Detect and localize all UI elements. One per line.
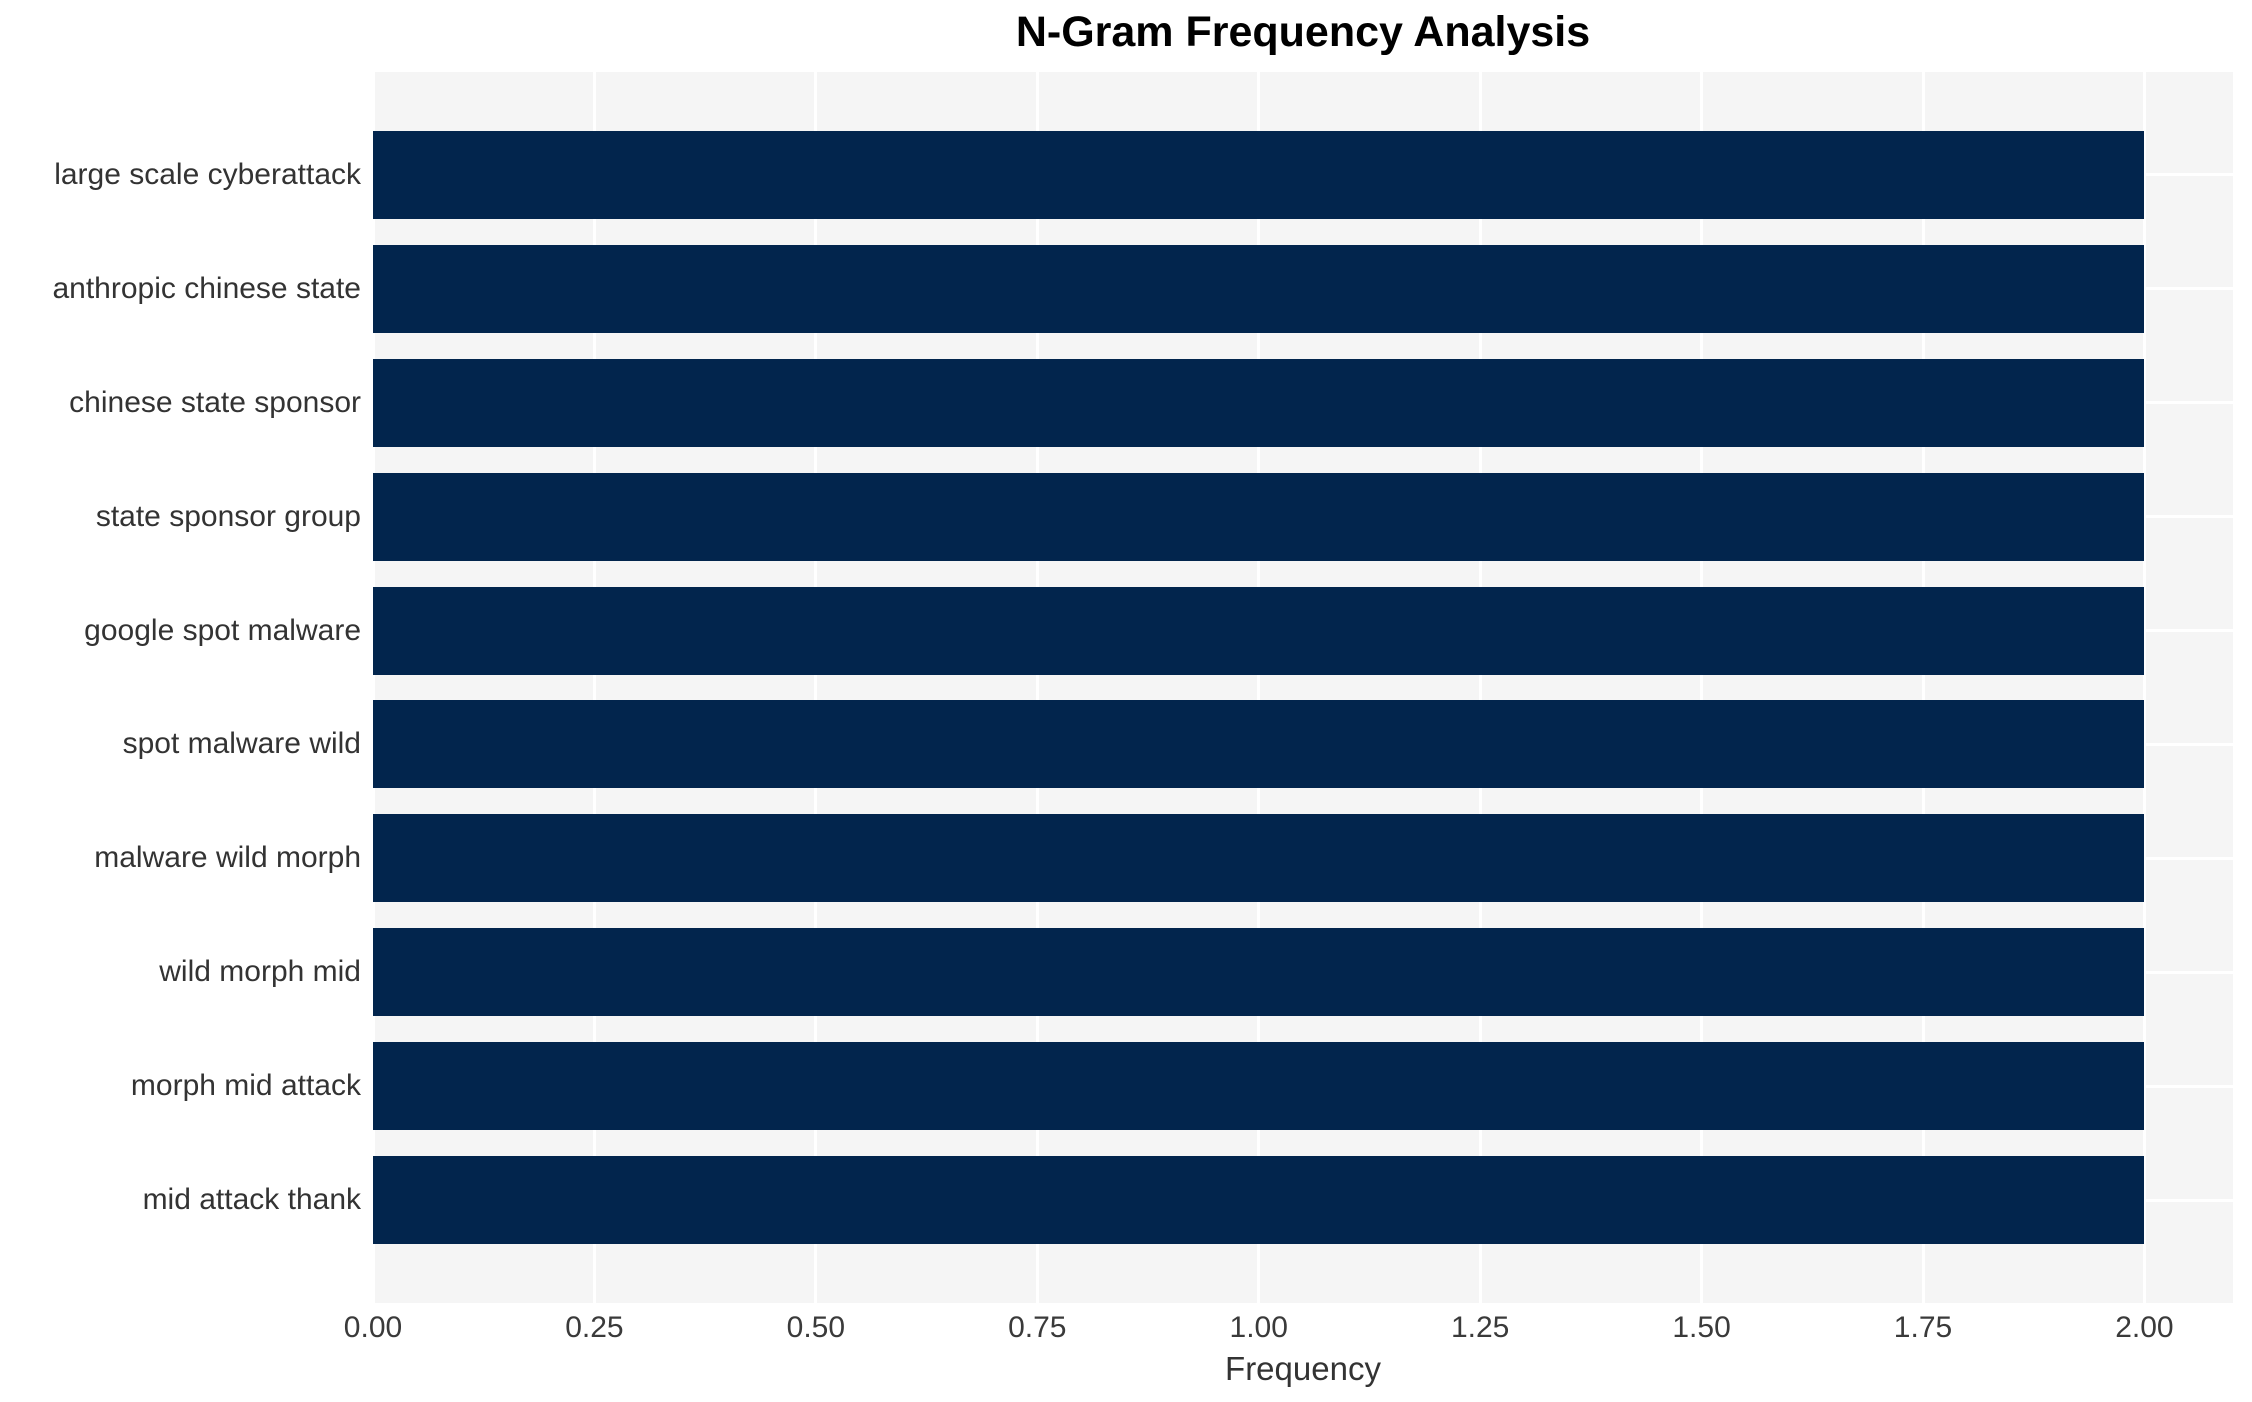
y-tick-label: large scale cyberattack [54, 157, 361, 191]
bar-chinese-state-sponsor [373, 359, 2144, 447]
bar-large-scale-cyberattack [373, 131, 2144, 219]
y-tick-label: chinese state sponsor [69, 385, 361, 419]
vertical-gridline [2142, 72, 2146, 1303]
x-tick-label: 0.75 [1008, 1311, 1067, 1344]
y-tick-label: morph mid attack [130, 1069, 361, 1103]
bar-state-sponsor-group [373, 473, 2144, 561]
bar-spot-malware-wild [373, 700, 2144, 788]
vertical-gridline [1257, 72, 1261, 1303]
x-tick-label: 1.50 [1672, 1311, 1731, 1344]
chart-title: N-Gram Frequency Analysis [1015, 8, 1591, 56]
x-tick-label: 0.50 [786, 1311, 846, 1344]
y-tick-label: wild morph mid [159, 955, 361, 989]
vertical-gridline [1035, 72, 1039, 1303]
bar-google-spot-malware [373, 587, 2144, 675]
x-tick-label: 0.00 [343, 1311, 403, 1344]
y-tick-label: spot malware wild [122, 727, 361, 761]
vertical-gridline [1921, 72, 1925, 1303]
y-tick-label: google spot malware [84, 613, 361, 647]
vertical-gridline [371, 72, 375, 1303]
bar-morph-mid-attack [373, 1042, 2144, 1130]
x-tick-label: 1.00 [1229, 1311, 1288, 1344]
x-tick-label: 1.25 [1450, 1311, 1510, 1344]
y-tick-label: malware wild morph [94, 841, 361, 875]
x-tick-label: 0.25 [565, 1311, 624, 1344]
bar-malware-wild-morph [373, 814, 2144, 902]
bar-wild-morph-mid [373, 928, 2144, 1016]
y-tick-label: mid attack thank [142, 1183, 361, 1217]
vertical-gridline [592, 72, 596, 1303]
vertical-gridline [1478, 72, 1482, 1303]
x-tick-label: 1.75 [1893, 1311, 1953, 1344]
x-tick-label: 2.00 [2115, 1311, 2174, 1344]
bar-anthropic-chinese-state [373, 245, 2144, 333]
x-axis-label: Frequency [1225, 1350, 1381, 1387]
y-tick-label: state sponsor group [95, 499, 361, 533]
vertical-gridline [1700, 72, 1704, 1303]
bar-mid-attack-thank [373, 1156, 2144, 1244]
plot-area [371, 72, 2233, 1303]
vertical-gridline [814, 72, 818, 1303]
y-tick-label: anthropic chinese state [52, 271, 361, 305]
